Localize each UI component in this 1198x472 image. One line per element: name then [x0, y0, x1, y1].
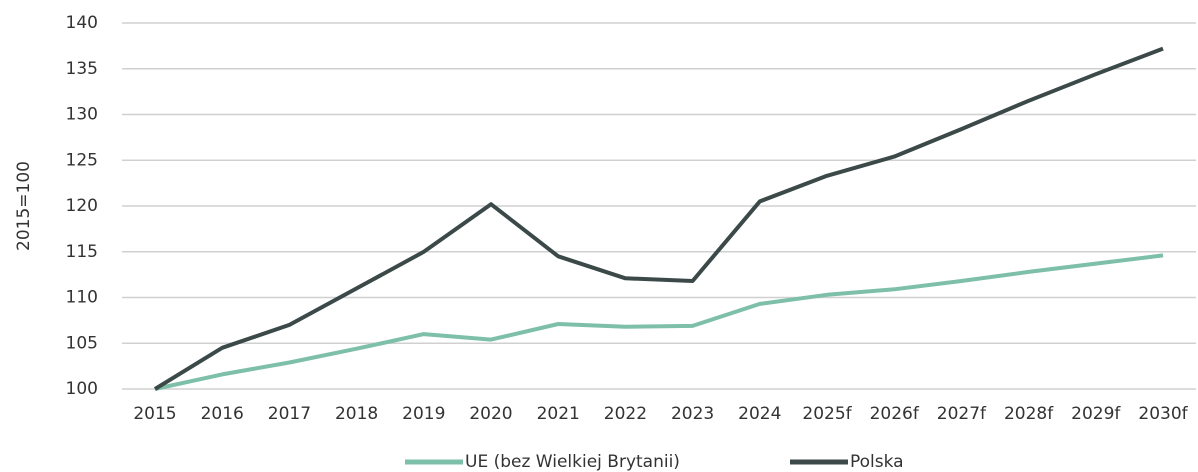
x-tick-label: 2027f: [937, 404, 987, 424]
y-tick-label: 120: [66, 196, 98, 216]
x-tick-label: 2018: [335, 404, 378, 424]
x-tick-label: 2016: [201, 404, 244, 424]
x-tick-label: 2015: [133, 404, 176, 424]
x-tick-label: 2030f: [1138, 404, 1188, 424]
x-tick-label: 2025f: [802, 404, 852, 424]
line-series: [154, 253, 1164, 391]
y-tick-label: 100: [66, 379, 98, 399]
x-tick-label: 2028f: [1004, 404, 1054, 424]
x-tick-label: 2019: [402, 404, 445, 424]
y-tick-label: 140: [66, 13, 98, 33]
x-tick-label: 2021: [537, 404, 580, 424]
y-tick-label: 115: [66, 242, 98, 262]
x-tick-label: 2024: [738, 404, 781, 424]
x-tick-label: 2020: [469, 404, 512, 424]
legend-label: Polska: [850, 452, 904, 472]
line-series: [153, 46, 1164, 391]
x-tick-label: 2029f: [1071, 404, 1121, 424]
y-tick-label: 130: [66, 105, 98, 125]
legend-label: UE (bez Wielkiej Brytanii): [465, 452, 680, 472]
x-tick-label: 2017: [268, 404, 311, 424]
x-tick-label: 2026f: [870, 404, 920, 424]
y-tick-label: 105: [66, 333, 98, 353]
x-tick-label: 2023: [671, 404, 714, 424]
y-tick-label: 110: [66, 288, 98, 308]
y-tick-label: 125: [66, 150, 98, 170]
y-axis-label: 2015=100: [14, 161, 34, 251]
x-tick-label: 2022: [604, 404, 647, 424]
y-tick-label: 135: [66, 59, 98, 79]
